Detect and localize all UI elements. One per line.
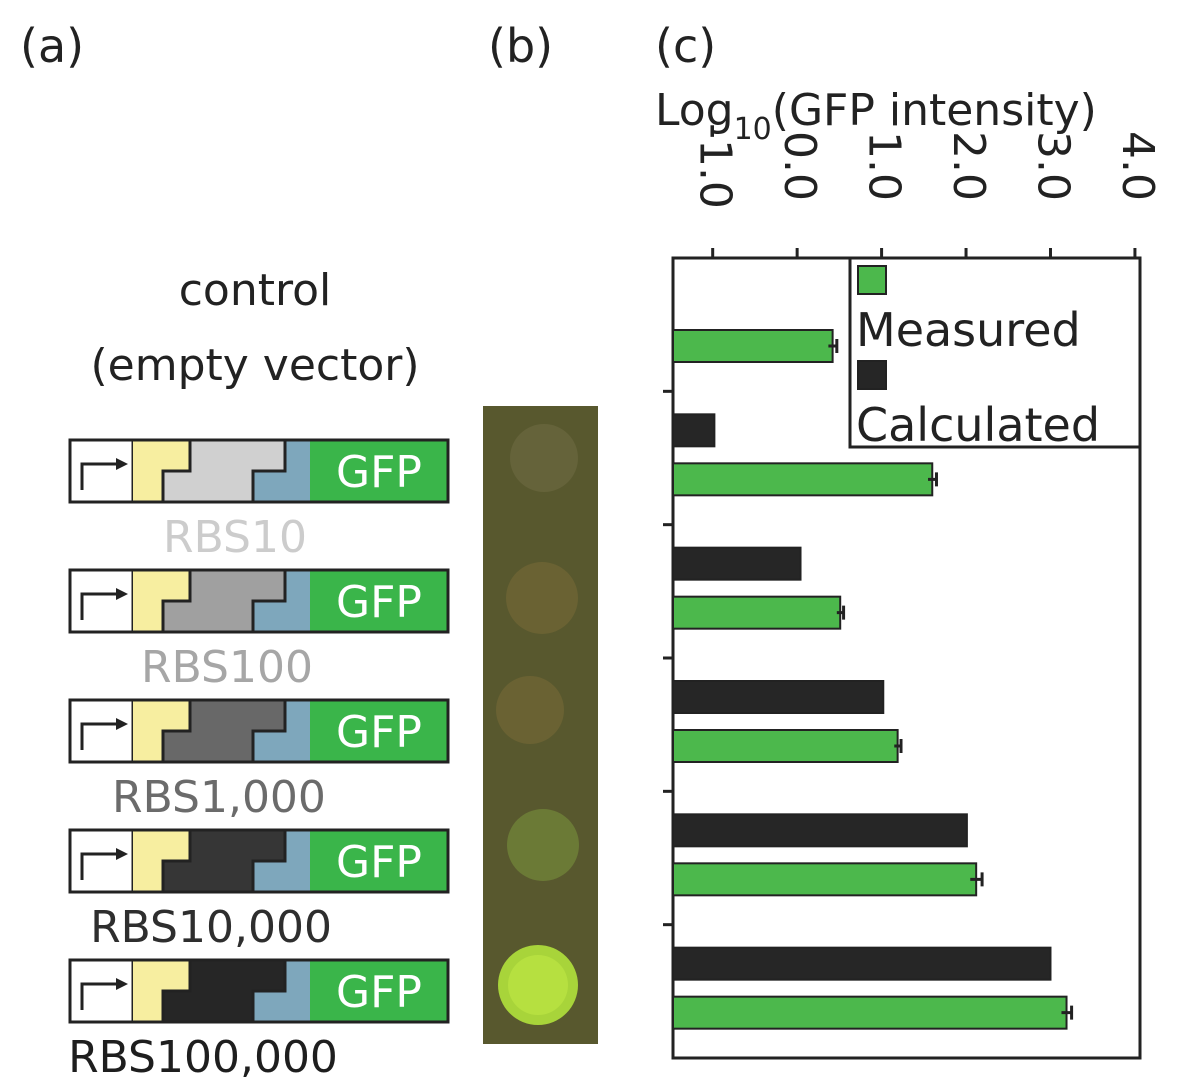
x-tick-label: 1.0: [859, 131, 910, 201]
spot: [496, 676, 564, 744]
gfp-label: GFP: [336, 837, 422, 888]
bar: [672, 413, 716, 448]
promoter: [68, 698, 135, 764]
legend-swatch: [857, 360, 887, 390]
panel-label: (a): [20, 19, 84, 73]
bar: [672, 995, 1068, 1030]
axis-title-sub: 10: [734, 112, 772, 147]
legend-swatch: [857, 265, 887, 295]
construct-label: RBS100: [141, 642, 313, 693]
promoter-arrow: [80, 982, 118, 1010]
panel-label: (b): [488, 19, 553, 73]
part-border: [161, 700, 287, 762]
construct: GFP RBS100,000: [68, 958, 450, 1083]
bar: [672, 329, 834, 363]
legend-label: Calculated: [856, 398, 1100, 452]
x-tick-label: 0.0: [774, 131, 825, 201]
x-tick-label: 2.0: [943, 131, 994, 201]
legend-label: Measured: [856, 303, 1081, 357]
construct-label: RBS10: [163, 512, 307, 563]
construct-border: [68, 568, 450, 634]
gfp-part: [310, 960, 448, 1022]
panel-label: (c): [655, 19, 716, 73]
construct: GFP RBS10: [68, 438, 450, 563]
gfp-label: GFP: [336, 447, 422, 498]
spot: [507, 809, 579, 881]
legend-box: [848, 256, 1142, 449]
bar: [672, 595, 842, 630]
construct-border: [68, 828, 450, 894]
bar: [672, 946, 1052, 981]
x-tick-label: -1.0: [690, 123, 741, 209]
construct-border: [68, 958, 450, 1024]
gfp-part: [310, 700, 448, 762]
construct-label: RBS1,000: [112, 772, 326, 823]
x-tick-label: 3.0: [1027, 131, 1078, 201]
promoter: [68, 828, 135, 894]
part-border: [161, 830, 287, 892]
legend: Measured Calculated: [848, 256, 1142, 452]
gfp-part: [310, 830, 448, 892]
promoter: [68, 438, 135, 504]
promoter-arrow: [80, 852, 118, 880]
error-bar: [1061, 1005, 1074, 1020]
x-tick-label: 4.0: [1112, 131, 1163, 201]
spot: [506, 562, 578, 634]
promoter-arrow: [80, 722, 118, 750]
promoter-arrow: [80, 592, 118, 620]
gfp-part: [310, 570, 448, 632]
construct-border: [68, 438, 450, 504]
gfp-part: [310, 440, 448, 502]
bar: [672, 862, 978, 897]
arrow-head: [116, 588, 128, 600]
arrow-head: [116, 848, 128, 860]
axis-title: Log10(GFP intensity): [655, 85, 1097, 147]
spot: [510, 424, 578, 492]
plate-image: [483, 406, 598, 1044]
error-bar: [970, 872, 984, 887]
part-border: [161, 570, 287, 632]
arrow-head: [116, 978, 128, 990]
construct-label: RBS10,000: [90, 902, 332, 953]
axis-title-part: Log: [655, 85, 734, 136]
bar: [672, 546, 802, 581]
construct-border: [68, 698, 450, 764]
bar: [672, 729, 899, 763]
construct: GFP RBS100: [68, 568, 450, 693]
axis-title-part: (GFP intensity): [772, 85, 1097, 136]
construct-label: RBS100,000: [68, 1032, 338, 1083]
gfp-label: GFP: [336, 577, 422, 628]
control-label: (empty vector): [90, 340, 419, 391]
promoter: [68, 568, 135, 634]
bar: [672, 813, 968, 848]
part-border: [161, 960, 287, 1022]
part-border: [161, 440, 287, 502]
error-bar: [928, 472, 938, 487]
error-bar: [828, 339, 839, 353]
gfp-label: GFP: [336, 707, 422, 758]
arrow-head: [116, 458, 128, 470]
promoter: [68, 958, 135, 1024]
gfp-label: GFP: [336, 967, 422, 1018]
error-bar: [836, 605, 846, 620]
bar: [672, 462, 934, 497]
control-label: control: [179, 265, 332, 316]
spot: [508, 955, 568, 1015]
bar: [672, 680, 885, 714]
promoter-arrow: [80, 462, 118, 490]
error-bar: [894, 739, 903, 753]
arrow-head: [116, 718, 128, 730]
